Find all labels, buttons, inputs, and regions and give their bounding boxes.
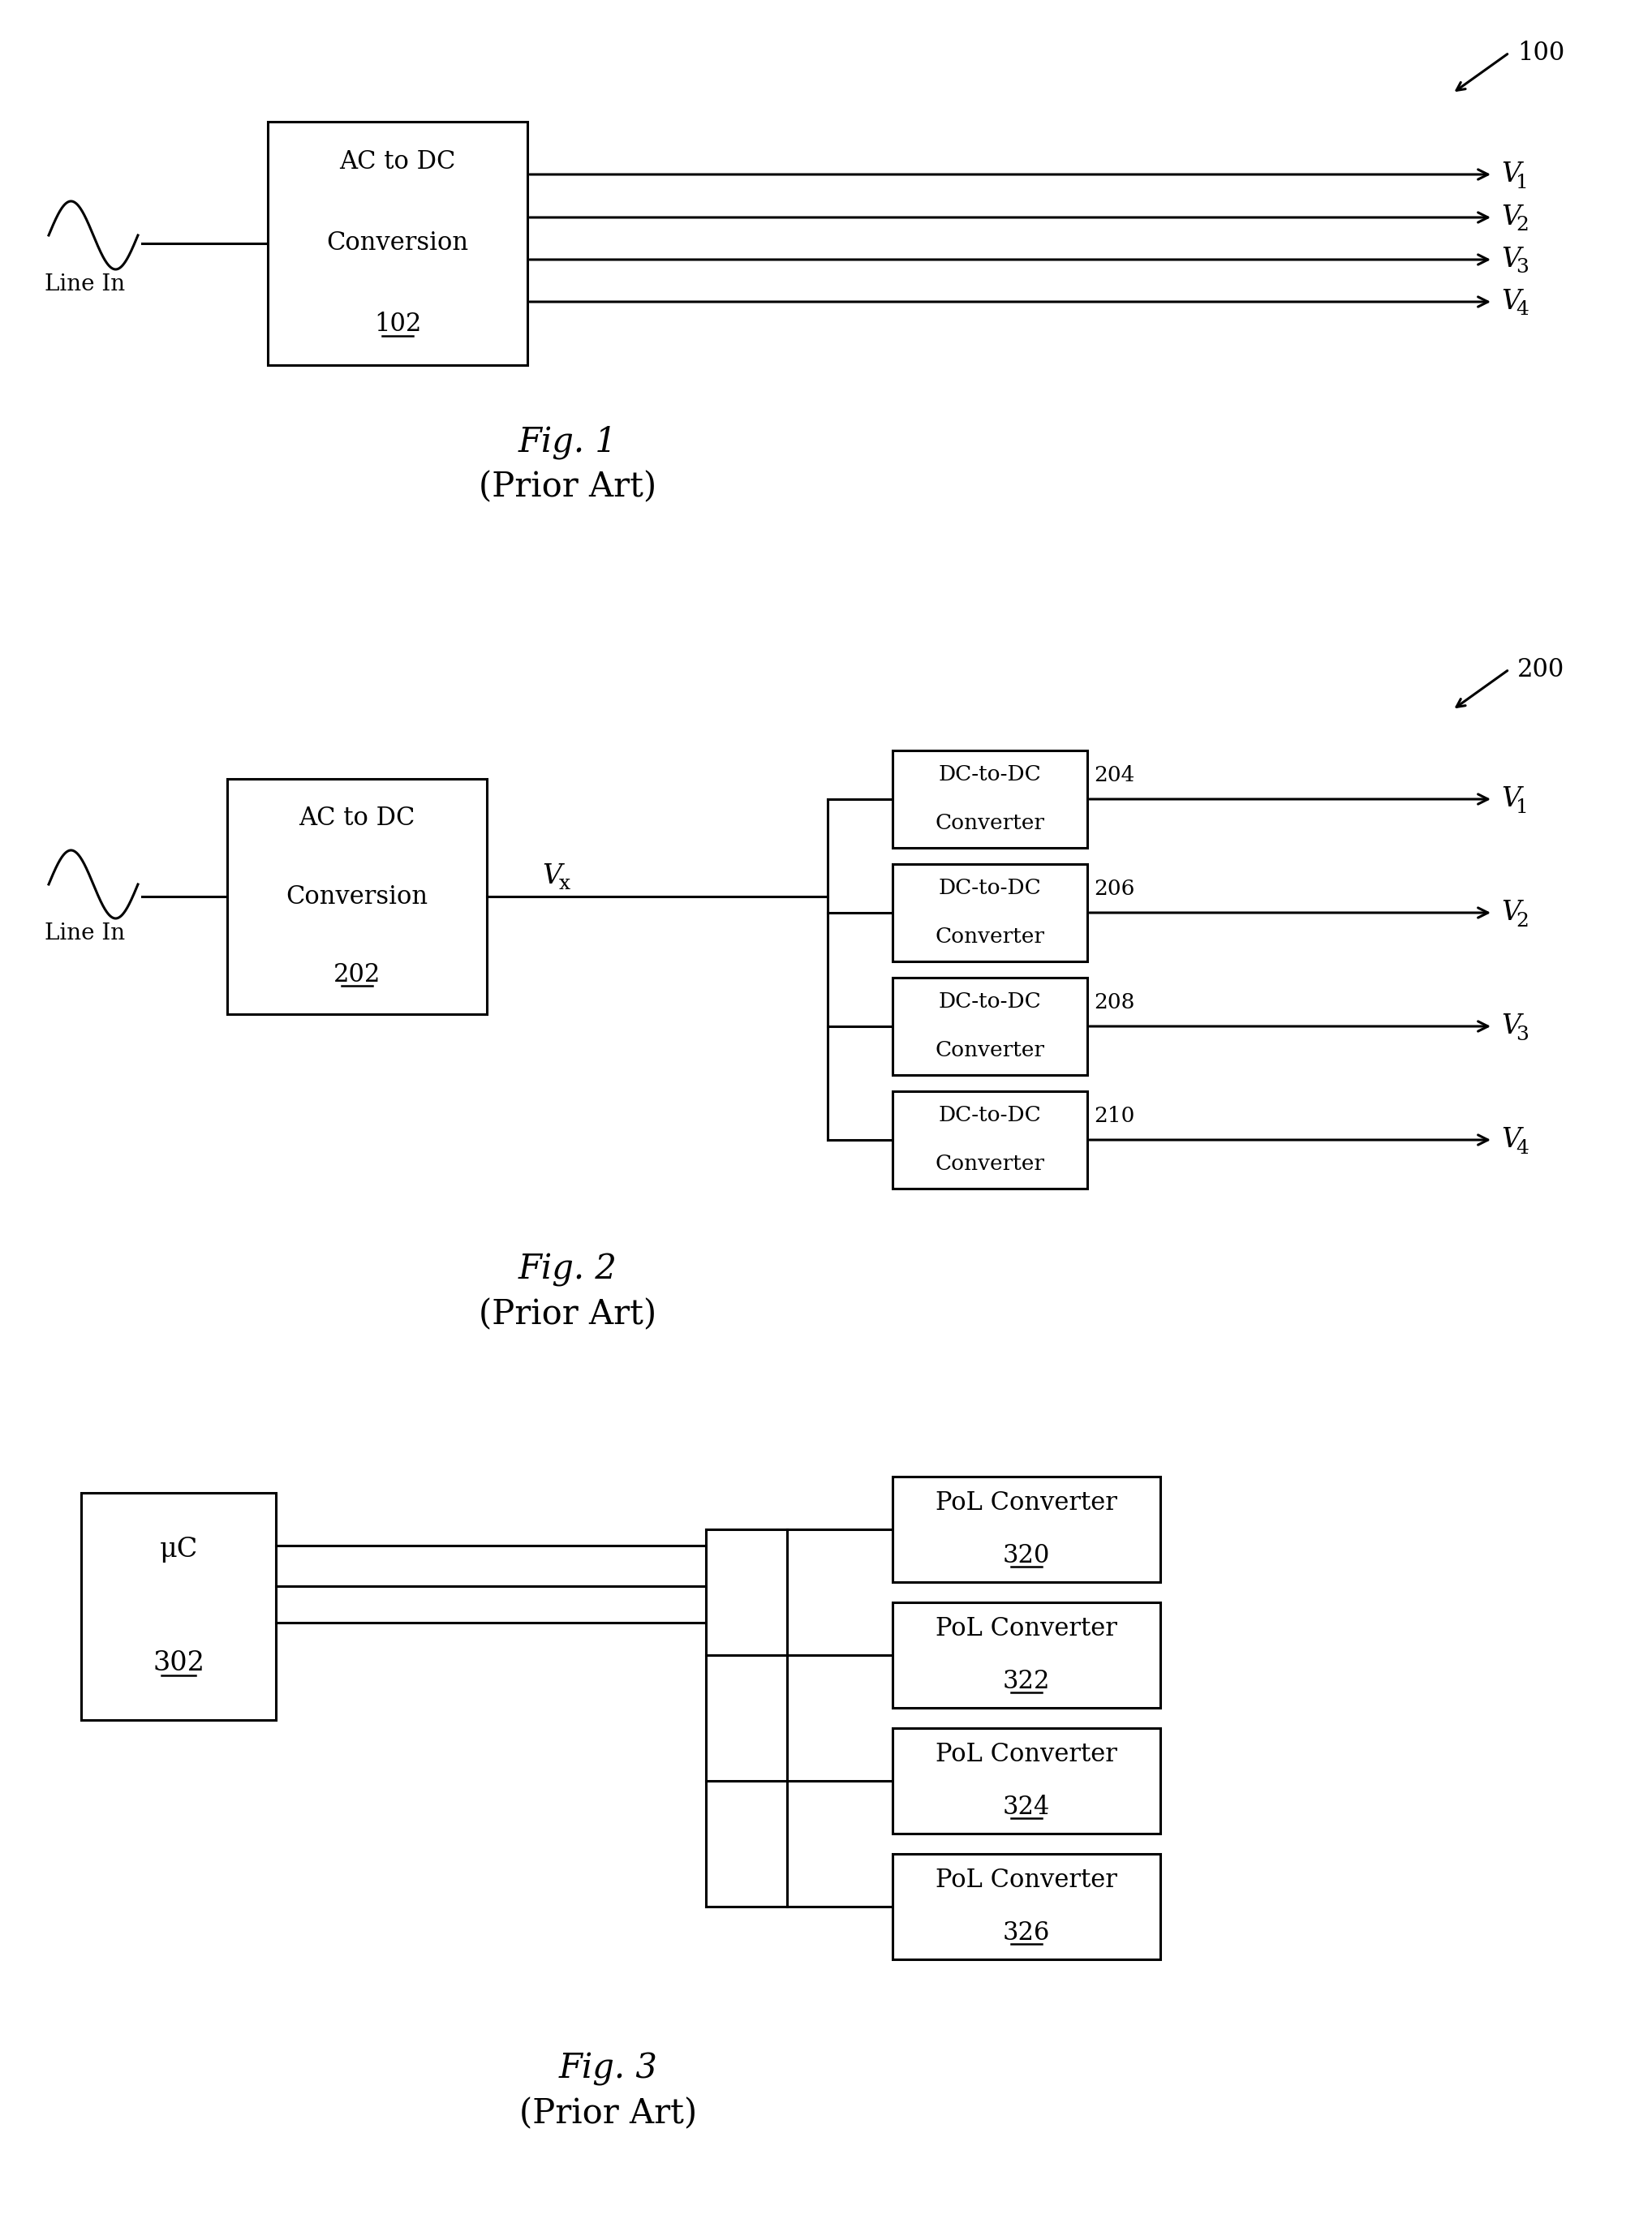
Text: Converter: Converter bbox=[935, 814, 1044, 834]
Text: Line In: Line In bbox=[45, 921, 126, 944]
Text: PoL Converter: PoL Converter bbox=[935, 1867, 1117, 1894]
Text: 3: 3 bbox=[1515, 259, 1528, 277]
Bar bbox=[892, 1091, 1087, 1190]
Bar bbox=[892, 1603, 1160, 1708]
Text: Line In: Line In bbox=[45, 273, 126, 295]
Text: 210: 210 bbox=[1094, 1107, 1135, 1127]
Text: PoL Converter: PoL Converter bbox=[935, 1491, 1117, 1516]
Text: 102: 102 bbox=[373, 313, 421, 338]
Text: V: V bbox=[1502, 246, 1520, 273]
Text: Fig. 2: Fig. 2 bbox=[519, 1252, 618, 1286]
Text: V: V bbox=[542, 863, 562, 890]
Text: 100: 100 bbox=[1517, 40, 1564, 65]
Text: (Prior Art): (Prior Art) bbox=[520, 2097, 697, 2131]
Text: 320: 320 bbox=[1003, 1543, 1051, 1567]
Text: 326: 326 bbox=[1003, 1921, 1051, 1945]
Text: (Prior Art): (Prior Art) bbox=[479, 1297, 657, 1330]
Bar bbox=[228, 778, 487, 1015]
Text: PoL Converter: PoL Converter bbox=[935, 1742, 1117, 1766]
Text: V: V bbox=[1502, 1127, 1520, 1154]
Text: AC to DC: AC to DC bbox=[339, 150, 456, 174]
Text: V: V bbox=[1502, 787, 1520, 812]
Bar bbox=[892, 977, 1087, 1076]
Text: 2: 2 bbox=[1515, 912, 1528, 930]
Text: V: V bbox=[1502, 203, 1520, 230]
Text: 322: 322 bbox=[1003, 1668, 1051, 1695]
Text: μC: μC bbox=[159, 1536, 198, 1563]
Text: 202: 202 bbox=[334, 961, 380, 988]
Text: Conversion: Conversion bbox=[286, 883, 428, 910]
Text: 2: 2 bbox=[1515, 217, 1528, 235]
Text: V: V bbox=[1502, 161, 1520, 188]
Bar bbox=[892, 751, 1087, 847]
Text: Conversion: Conversion bbox=[327, 230, 469, 255]
Text: 4: 4 bbox=[1515, 1138, 1528, 1158]
Bar bbox=[892, 1476, 1160, 1583]
Text: DC-to-DC: DC-to-DC bbox=[938, 993, 1041, 1013]
Text: 204: 204 bbox=[1094, 765, 1135, 785]
Bar bbox=[81, 1494, 276, 1719]
Text: V: V bbox=[1502, 899, 1520, 926]
Bar bbox=[892, 1728, 1160, 1834]
Text: 206: 206 bbox=[1094, 879, 1135, 899]
Bar bbox=[892, 863, 1087, 961]
Text: Converter: Converter bbox=[935, 1040, 1044, 1060]
Text: V: V bbox=[1502, 288, 1520, 315]
Text: 1: 1 bbox=[1515, 798, 1528, 816]
Text: 1: 1 bbox=[1515, 172, 1528, 192]
Text: 302: 302 bbox=[152, 1650, 205, 1677]
Text: 4: 4 bbox=[1515, 300, 1528, 320]
Text: AC to DC: AC to DC bbox=[299, 805, 415, 830]
Text: 324: 324 bbox=[1003, 1796, 1051, 1820]
Text: DC-to-DC: DC-to-DC bbox=[938, 765, 1041, 785]
Text: Converter: Converter bbox=[935, 928, 1044, 948]
Text: 208: 208 bbox=[1094, 993, 1135, 1013]
Text: Fig. 1: Fig. 1 bbox=[519, 425, 618, 458]
Text: 200: 200 bbox=[1517, 657, 1564, 682]
Text: 3: 3 bbox=[1515, 1024, 1528, 1044]
Bar bbox=[892, 1854, 1160, 1959]
Text: V: V bbox=[1502, 1013, 1520, 1040]
Bar bbox=[268, 121, 527, 364]
Text: x: x bbox=[558, 874, 570, 894]
Text: Fig. 3: Fig. 3 bbox=[558, 2053, 657, 2086]
Text: DC-to-DC: DC-to-DC bbox=[938, 1105, 1041, 1125]
Text: (Prior Art): (Prior Art) bbox=[479, 470, 657, 503]
Text: PoL Converter: PoL Converter bbox=[935, 1617, 1117, 1641]
Text: Converter: Converter bbox=[935, 1154, 1044, 1174]
Text: DC-to-DC: DC-to-DC bbox=[938, 879, 1041, 899]
